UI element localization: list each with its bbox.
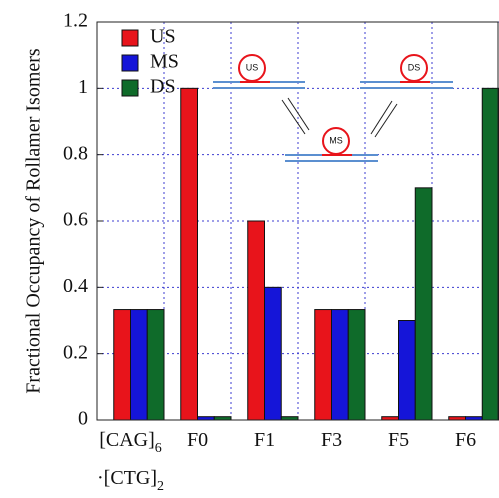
ms-label: MS — [329, 135, 343, 145]
legend-label: MS — [150, 51, 179, 73]
bar — [415, 188, 432, 420]
y-tick-label: 1 — [78, 76, 88, 98]
bar — [131, 310, 148, 420]
bar — [332, 310, 349, 420]
x-tick-label: [CAG]6·[CTG]2 — [97, 429, 164, 495]
x-tick-label: F6 — [455, 429, 476, 451]
x-tick-label: F3 — [321, 429, 342, 451]
y-tick-label: 0.6 — [63, 209, 88, 231]
y-tick-label: 0.8 — [63, 142, 88, 164]
bar — [315, 310, 332, 420]
ds-label: DS — [408, 62, 421, 72]
y-axis-label: Fractional Occupancy of Rollamer Isomers — [23, 48, 45, 394]
y-tick-label: 0.2 — [63, 341, 88, 363]
bar — [147, 310, 164, 420]
bar — [248, 221, 265, 420]
bar — [181, 88, 198, 420]
legend-swatch — [122, 30, 138, 46]
legend-label: DS — [150, 76, 176, 98]
bar — [114, 310, 131, 420]
bar — [348, 310, 365, 420]
legend-label: US — [150, 26, 176, 48]
y-tick-label: 0.4 — [63, 275, 88, 297]
isomer-diagram: US MS DS — [213, 55, 453, 161]
y-tick-label: 1.2 — [63, 10, 88, 32]
x-tick-label: F0 — [187, 429, 208, 451]
us-label: US — [246, 62, 259, 72]
legend-swatch — [122, 80, 138, 96]
bar — [482, 88, 499, 420]
bar — [265, 287, 282, 420]
y-tick-label: 0 — [78, 408, 88, 430]
bar — [399, 321, 416, 421]
legend-swatch — [122, 55, 138, 71]
x-tick-label: F1 — [254, 429, 275, 451]
chart: Fractional Occupancy of Rollamer Isomers… — [0, 0, 499, 498]
x-tick-label: F5 — [388, 429, 409, 451]
